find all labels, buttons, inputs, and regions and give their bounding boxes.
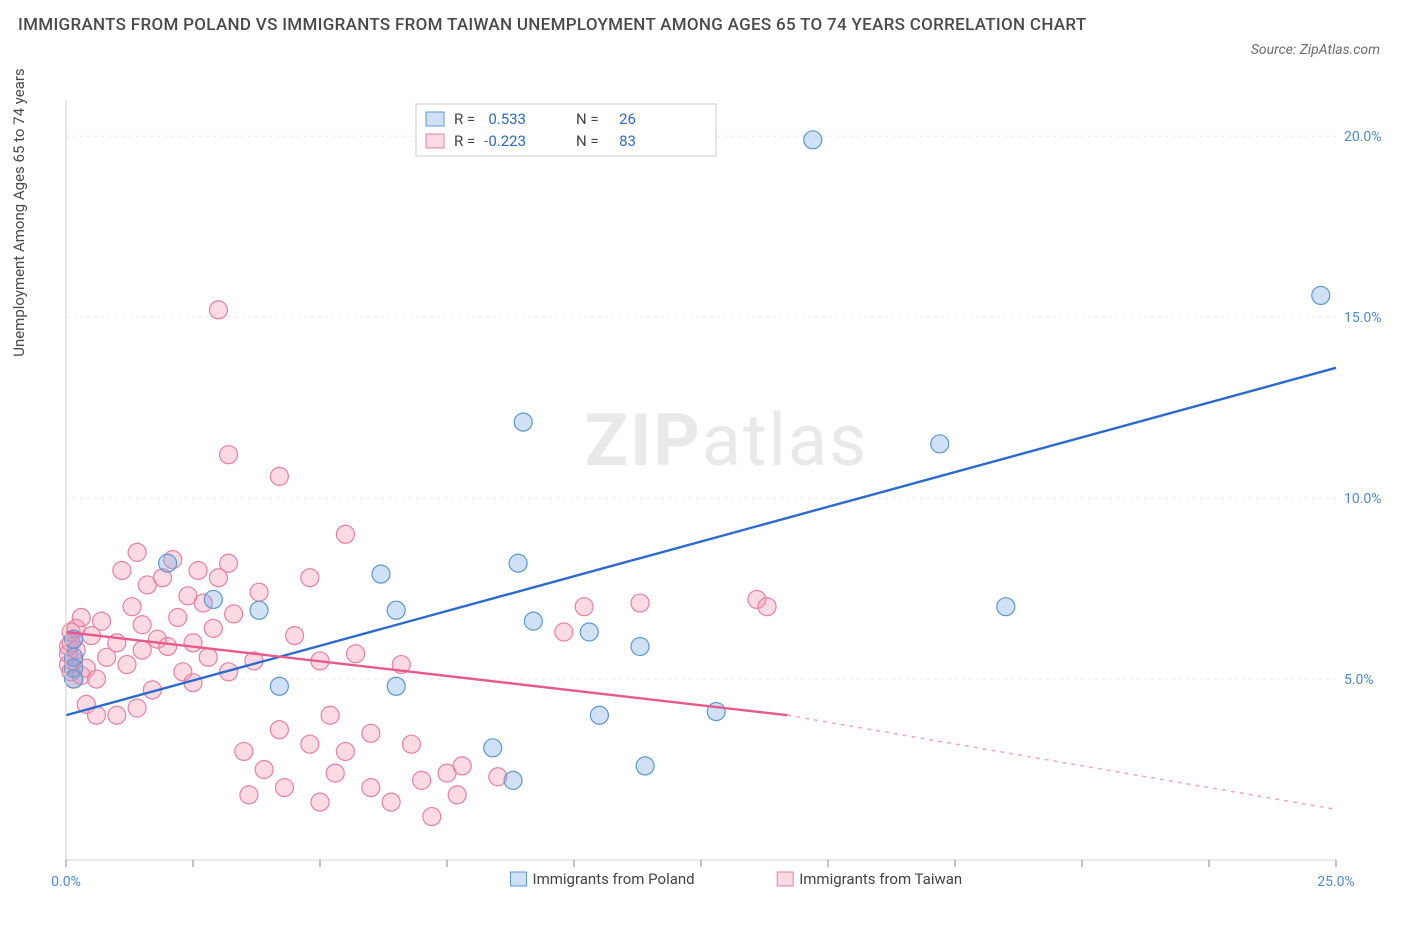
data-point-taiwan [575, 598, 593, 616]
data-point-taiwan [311, 793, 329, 811]
n-label: N = [576, 110, 599, 128]
data-point-taiwan [362, 724, 380, 742]
r-value-taiwan: -0.223 [484, 132, 526, 150]
data-point-poland [204, 590, 222, 608]
data-point-taiwan [133, 616, 151, 634]
data-point-taiwan [555, 623, 573, 641]
data-point-taiwan [184, 634, 202, 652]
scatter-chart: 5.0% 10.0% 15.0% 20.0% ZIPatlas 0.0% 25.0% R = 0… [18, 90, 1388, 912]
data-point-poland [514, 413, 532, 431]
data-point-taiwan [270, 721, 288, 739]
data-point-poland [631, 637, 649, 655]
data-point-taiwan [336, 742, 354, 760]
data-point-poland [387, 677, 405, 695]
data-point-taiwan [209, 301, 227, 319]
data-point-taiwan [336, 525, 354, 543]
data-point-taiwan [113, 561, 131, 579]
data-point-taiwan [301, 735, 319, 753]
data-point-poland [931, 435, 949, 453]
n-value-taiwan: 83 [619, 132, 636, 150]
data-point-taiwan [250, 583, 268, 601]
data-point-poland [387, 601, 405, 619]
data-point-taiwan [631, 594, 649, 612]
data-point-taiwan [301, 569, 319, 587]
y-tick-label: 5.0% [1344, 672, 1374, 688]
watermark: ZIPatlas [585, 398, 869, 483]
data-point-poland [509, 554, 527, 572]
data-point-poland [524, 612, 542, 630]
data-point-poland [65, 670, 83, 688]
data-point-poland [504, 771, 522, 789]
n-value-poland: 26 [619, 110, 636, 128]
data-point-poland [590, 706, 608, 724]
data-point-poland [580, 623, 598, 641]
data-point-taiwan [123, 598, 141, 616]
data-point-taiwan [270, 467, 288, 485]
r-label: R = [454, 110, 475, 128]
data-point-taiwan [402, 735, 420, 753]
data-point-taiwan [204, 619, 222, 637]
data-point-poland [997, 598, 1015, 616]
data-point-taiwan [413, 771, 431, 789]
chart-title: IMMIGRANTS FROM POLAND VS IMMIGRANTS FRO… [18, 12, 1087, 39]
y-tick-label: 15.0% [1344, 310, 1382, 326]
data-point-taiwan [275, 779, 293, 797]
chart-area: Unemployment Among Ages 65 to 74 years 5… [18, 90, 1388, 912]
trend-line-taiwan-extrapolated [787, 715, 1336, 809]
data-point-taiwan [199, 648, 217, 666]
x-tick-label: 0.0% [51, 874, 81, 890]
data-point-poland [484, 739, 502, 757]
data-point-poland [636, 757, 654, 775]
y-tick-label: 20.0% [1344, 129, 1382, 145]
data-point-taiwan [225, 605, 243, 623]
data-point-taiwan [453, 757, 471, 775]
data-point-taiwan [448, 786, 466, 804]
data-point-taiwan [128, 699, 146, 717]
data-point-poland [1312, 286, 1330, 304]
legend-label-taiwan: Immigrants from Taiwan [799, 870, 962, 888]
data-point-taiwan [93, 612, 111, 630]
data-point-poland [159, 554, 177, 572]
data-point-taiwan [159, 637, 177, 655]
data-point-taiwan [189, 561, 207, 579]
data-point-taiwan [321, 706, 339, 724]
data-point-taiwan [72, 609, 90, 627]
data-point-poland [372, 565, 390, 583]
data-point-taiwan [169, 609, 187, 627]
svg-text:N =: N = [576, 132, 599, 150]
y-tick-label: 10.0% [1344, 491, 1382, 507]
data-point-taiwan [220, 554, 238, 572]
legend-swatch-poland [511, 872, 527, 886]
data-point-poland [270, 677, 288, 695]
data-point-taiwan [362, 779, 380, 797]
data-point-poland [250, 601, 268, 619]
source-credit: Source: ZipAtlas.com [1251, 12, 1388, 58]
data-point-taiwan [347, 645, 365, 663]
x-tick-label: 25.0% [1317, 874, 1355, 890]
data-point-taiwan [326, 764, 344, 782]
data-point-taiwan [286, 627, 304, 645]
data-point-taiwan [423, 808, 441, 826]
data-point-taiwan [240, 786, 258, 804]
svg-text:R =: R = [454, 132, 475, 150]
y-axis-label: Unemployment Among Ages 65 to 74 years [10, 68, 28, 356]
legend-swatch-taiwan [777, 872, 793, 886]
data-point-taiwan [220, 446, 238, 464]
data-point-taiwan [382, 793, 400, 811]
data-point-taiwan [255, 761, 273, 779]
data-point-taiwan [87, 670, 105, 688]
r-value-poland: 0.533 [488, 110, 526, 128]
data-point-taiwan [235, 742, 253, 760]
data-point-taiwan [758, 598, 776, 616]
data-point-taiwan [118, 656, 136, 674]
data-point-poland [804, 131, 822, 149]
data-point-taiwan [128, 543, 146, 561]
legend-label-poland: Immigrants from Poland [533, 870, 695, 888]
data-point-taiwan [133, 641, 151, 659]
data-point-taiwan [108, 706, 126, 724]
